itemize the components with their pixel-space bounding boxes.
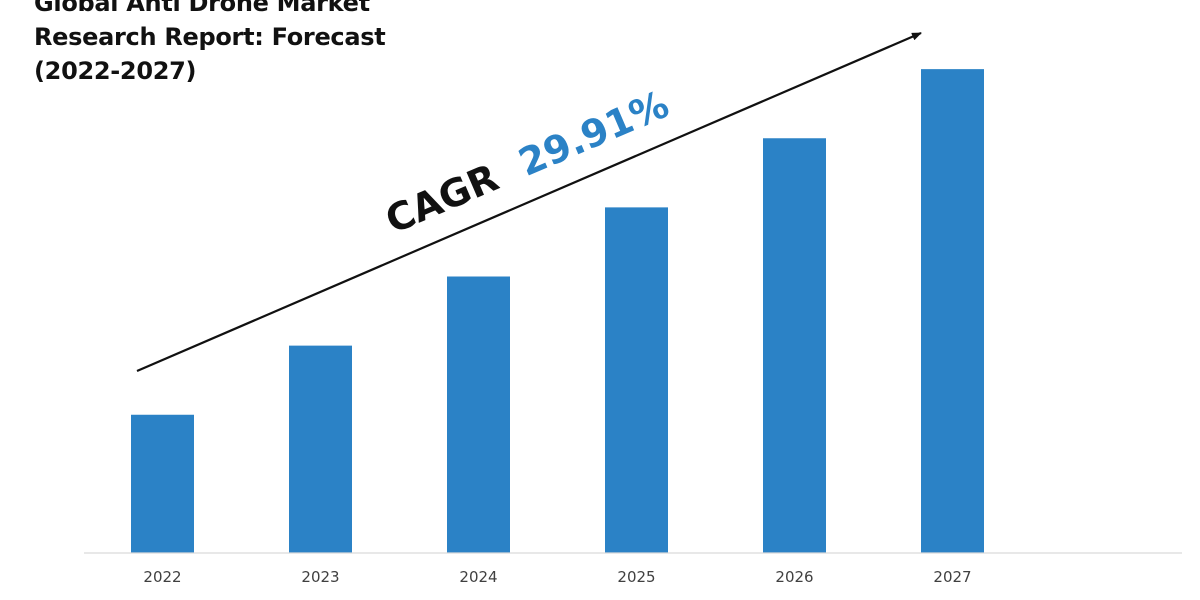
- bar-group: [131, 69, 984, 553]
- bar-2027: [921, 69, 984, 553]
- x-tick-label-2022: 2022: [143, 568, 181, 586]
- cagr-value: 29.91%: [512, 82, 675, 185]
- x-tick-labels: 2022 2023 2024 2025 2026 2027: [143, 568, 971, 586]
- bar-2023: [289, 345, 352, 553]
- x-tick-label-2027: 2027: [933, 568, 971, 586]
- bar-2026: [763, 138, 826, 553]
- x-tick-label-2024: 2024: [459, 568, 497, 586]
- bar-2024: [447, 276, 510, 553]
- cagr-label: CAGR: [379, 155, 505, 242]
- chart-title: Global Anti Drone Market Research Report…: [34, 0, 434, 88]
- chart-title-line-1: Global Anti Drone Market: [34, 0, 370, 17]
- x-tick-label-2023: 2023: [301, 568, 339, 586]
- bar-2025: [605, 207, 668, 553]
- x-tick-label-2025: 2025: [617, 568, 655, 586]
- chart-title-line-3: (2022-2027): [34, 57, 197, 85]
- bar-2022: [131, 414, 194, 553]
- x-tick-label-2026: 2026: [775, 568, 813, 586]
- chart-title-line-2: Research Report: Forecast: [34, 23, 386, 51]
- trend-arrow: [136, 31, 922, 373]
